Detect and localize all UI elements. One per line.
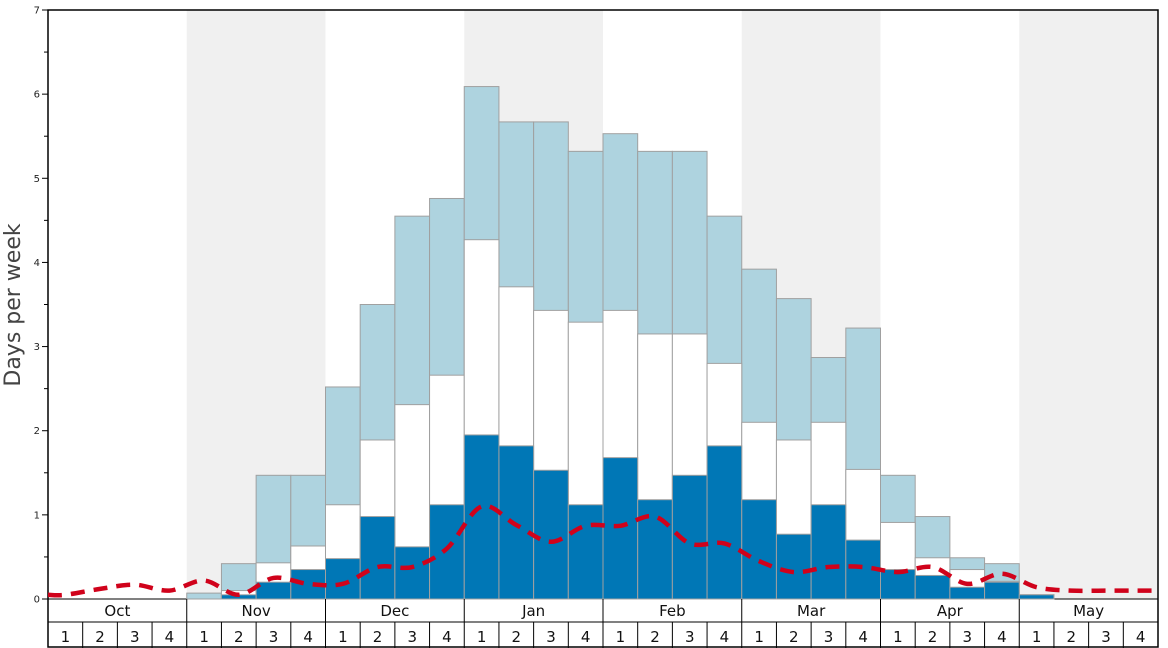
week-label: 3	[269, 628, 279, 646]
week-label: 4	[1136, 628, 1146, 646]
month-label-mar: Mar	[797, 602, 826, 620]
week-label: 2	[95, 628, 105, 646]
y-tick-label-1: 1	[34, 510, 40, 521]
week-label: 1	[61, 628, 71, 646]
y-tick-label-3: 3	[34, 342, 40, 353]
week-label: 3	[962, 628, 972, 646]
week-label: 4	[303, 628, 313, 646]
y-axis-label: Days per week	[1, 223, 26, 386]
bar-bottom-16	[602, 457, 639, 600]
week-label: 3	[546, 628, 556, 646]
bar-bottom-27	[984, 581, 1020, 600]
month-label-oct: Oct	[104, 602, 130, 620]
week-label: 3	[1101, 628, 1111, 646]
week-label: 4	[165, 628, 175, 646]
month-label-jan: Jan	[521, 602, 545, 620]
bar-bottom-28	[1018, 594, 1055, 600]
week-label: 1	[1032, 628, 1042, 646]
bar-bottom-22	[810, 504, 847, 600]
week-label: 1	[199, 628, 209, 646]
week-label: 1	[893, 628, 903, 646]
bar-bottom-6	[255, 581, 292, 600]
week-label: 2	[928, 628, 938, 646]
bar-bottom-20	[741, 499, 777, 600]
bar-bottom-21	[775, 533, 812, 600]
bar-bottom-14	[533, 469, 569, 600]
week-label: 3	[407, 628, 417, 646]
week-label: 1	[754, 628, 764, 646]
bar-bottom-19	[706, 445, 743, 600]
bar-bottom-8	[325, 558, 361, 600]
month-label-apr: Apr	[937, 602, 964, 620]
bar-bottom-11	[429, 504, 465, 600]
y-tick-label-0: 0	[34, 595, 40, 606]
y-tick-label-2: 2	[34, 426, 40, 437]
month-label-dec: Dec	[380, 602, 409, 620]
bar-bottom-25	[914, 574, 951, 600]
week-label: 2	[650, 628, 660, 646]
x-axis: Oct 1 2 3 4 Nov 1 2 3 4 Dec 1 2 3 4 Jan 1 2 3 4 Feb 1 2 3 4 Mar 1 2…	[61, 599, 1146, 648]
week-label: 4	[997, 628, 1007, 646]
bar-bottom-9	[359, 516, 396, 600]
week-label: 1	[477, 628, 487, 646]
bar-bottom-12	[463, 434, 500, 600]
week-label: 4	[720, 628, 730, 646]
week-label: 4	[442, 628, 452, 646]
week-label: 4	[581, 628, 591, 646]
week-label: 4	[858, 628, 868, 646]
week-label: 2	[512, 628, 522, 646]
month-label-may: May	[1073, 602, 1104, 620]
week-label: 3	[824, 628, 834, 646]
week-label: 2	[789, 628, 799, 646]
month-label-nov: Nov	[241, 602, 270, 620]
month-shade-may	[1019, 10, 1158, 599]
dashed-line-series	[47, 503, 1158, 598]
y-tick-label-5: 5	[34, 174, 40, 185]
y-tick-label-7: 7	[34, 6, 40, 17]
week-label: 1	[338, 628, 348, 646]
bar-top-4	[186, 592, 222, 600]
y-tick-label-4: 4	[34, 258, 40, 269]
y-tick-label-6: 6	[34, 90, 40, 101]
y-axis: 0 1 2 3 4 5 6 7	[34, 6, 48, 606]
bar-bottom-26	[949, 586, 986, 600]
week-label: 2	[1067, 628, 1077, 646]
week-label: 3	[685, 628, 695, 646]
month-label-feb: Feb	[659, 602, 686, 620]
bar-bottom-17	[637, 499, 673, 600]
bar-bottom-15	[567, 504, 604, 600]
dashed-series	[47, 503, 1158, 598]
bar-bottom-10	[394, 546, 431, 600]
bar-bottom-7	[290, 569, 326, 600]
week-label: 3	[130, 628, 140, 646]
week-label: 2	[373, 628, 383, 646]
week-label: 2	[234, 628, 244, 646]
week-label: 1	[616, 628, 626, 646]
